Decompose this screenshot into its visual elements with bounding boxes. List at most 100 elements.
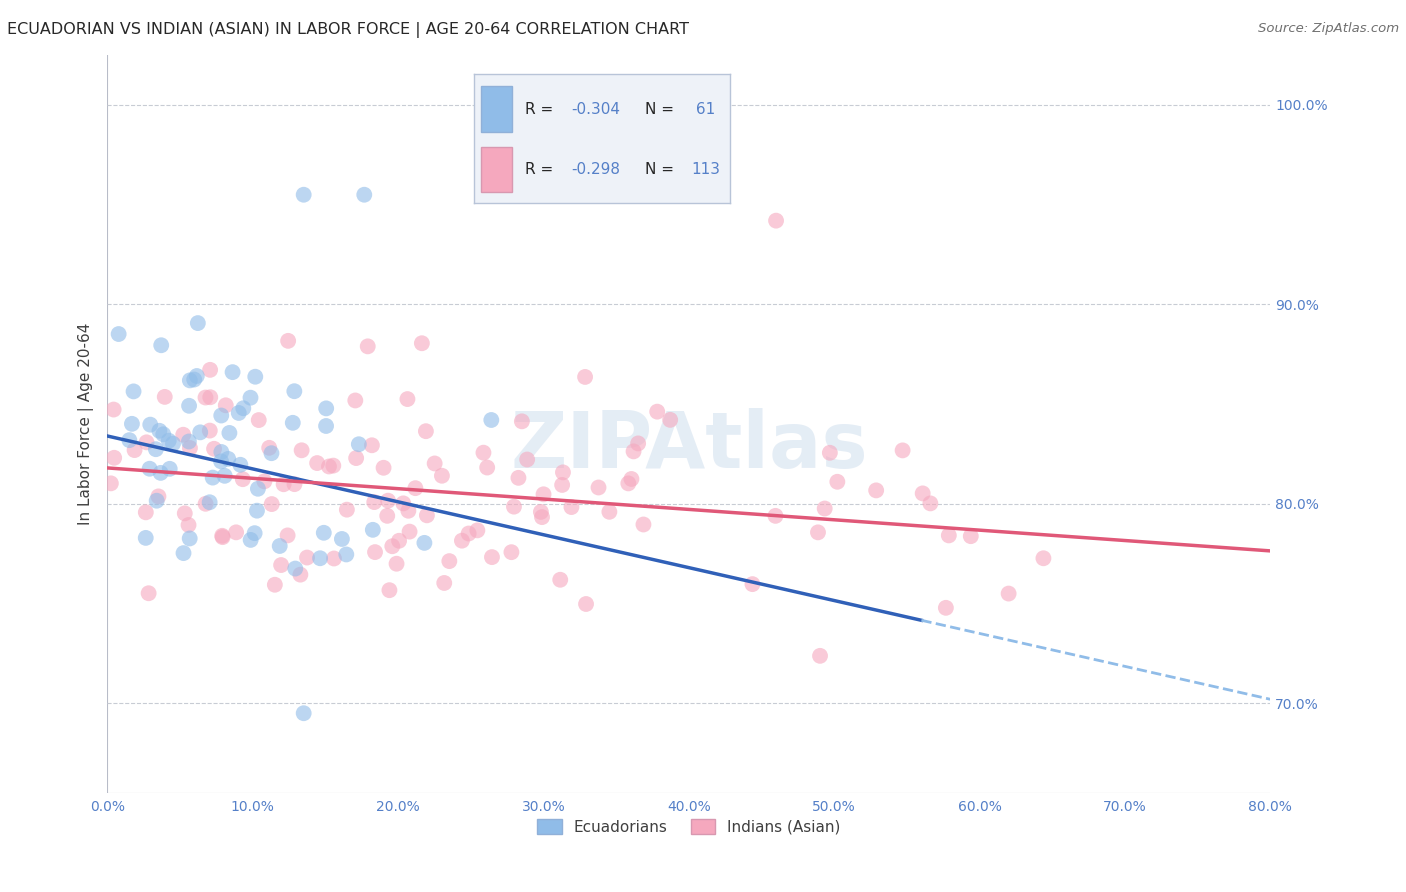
Point [103,450,125,465]
Point [396,392,419,406]
Point [283,384,305,399]
Point [364,545,387,559]
Point [277,334,299,348]
Point [361,438,384,452]
Point [209,445,232,459]
Point [574,370,596,384]
Point [472,445,495,459]
Point [290,567,312,582]
Point [344,393,367,408]
Point [377,493,399,508]
Point [124,443,146,458]
Point [198,495,221,509]
Point [560,500,582,514]
Point [243,526,266,541]
Point [121,417,143,431]
Text: ECUADORIAN VS INDIAN (ASIAN) IN LABOR FORCE | AGE 20-64 CORRELATION CHART: ECUADORIAN VS INDIAN (ASIAN) IN LABOR FO… [7,22,689,38]
Point [211,530,233,544]
Point [103,402,125,417]
Point [200,390,222,404]
Point [221,365,243,379]
Point [633,517,655,532]
Point [263,578,285,592]
Point [179,532,201,546]
Point [335,548,357,562]
Point [620,472,643,486]
Point [551,478,574,492]
Point [344,451,367,466]
Point [148,424,170,438]
Point [260,446,283,460]
Point [177,434,200,449]
Point [323,551,346,566]
Point [381,539,404,553]
Point [177,399,200,413]
Point [439,554,461,568]
Point [396,504,419,518]
Point [246,504,269,518]
Point [477,460,499,475]
Point [433,576,456,591]
Point [336,502,359,516]
Point [295,550,318,565]
Point [138,461,160,475]
Point [353,187,375,202]
Point [510,414,533,428]
Point [645,404,668,418]
Point [423,457,446,471]
Point [501,545,523,559]
Point [911,486,934,500]
Point [315,401,337,416]
Point [269,539,291,553]
Point [188,425,211,440]
Point [920,496,942,510]
Point [281,416,304,430]
Point [467,524,489,538]
Point [363,495,385,509]
Point [292,706,315,721]
Point [270,558,292,572]
Point [312,525,335,540]
Point [330,532,353,546]
Point [172,427,194,442]
Point [198,363,221,377]
Point [659,413,682,427]
Text: Source: ZipAtlas.com: Source: ZipAtlas.com [1258,22,1399,36]
Point [173,546,195,560]
Point [194,391,217,405]
Point [217,451,239,466]
Point [398,524,420,539]
Point [100,476,122,491]
Point [627,436,650,450]
Point [215,398,238,412]
Point [807,525,830,540]
Point [938,528,960,542]
Point [373,460,395,475]
Point [183,372,205,386]
Point [404,481,426,495]
Point [177,518,200,533]
Text: ZIPAtlas: ZIPAtlas [510,409,868,484]
Point [416,508,439,523]
Point [232,401,254,416]
Point [150,338,173,352]
Point [211,529,233,543]
Point [145,442,167,457]
Point [194,497,217,511]
Point [246,482,269,496]
Point [277,528,299,542]
Point [430,468,453,483]
Point [765,508,787,523]
Point [273,477,295,491]
Point [148,489,170,503]
Point [118,433,141,447]
Point [239,533,262,547]
Point [865,483,887,498]
Point [415,424,437,438]
Point [253,475,276,489]
Point [229,458,252,472]
Point [588,481,610,495]
Point [209,454,232,468]
Point [135,505,157,519]
Point [139,417,162,432]
